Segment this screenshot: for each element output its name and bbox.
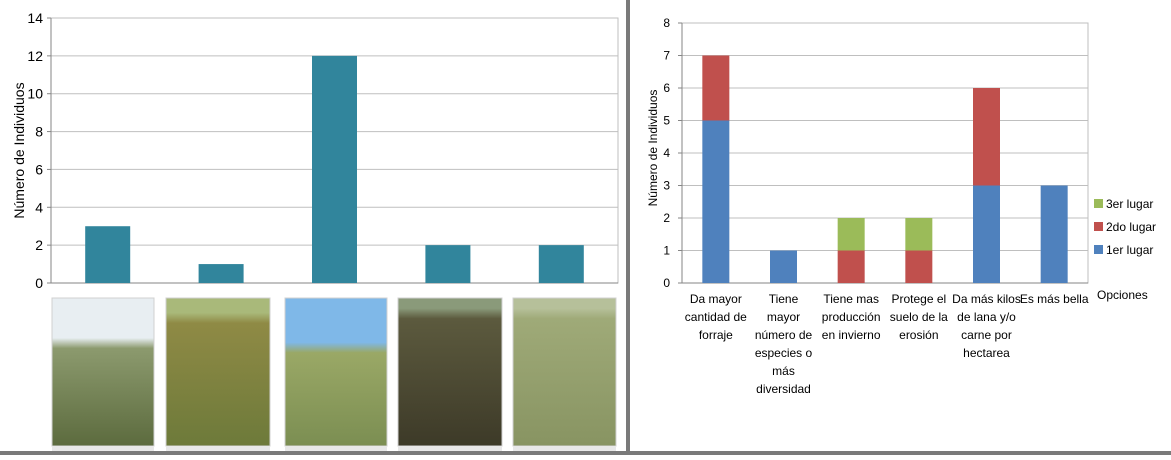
- x-tick-label: diversidad: [756, 382, 811, 396]
- x-tick-label: hectarea: [963, 346, 1010, 360]
- x-tick-label: en invierno: [822, 328, 881, 342]
- x-tick-label: más: [772, 364, 795, 378]
- x-tick-label: Protege el: [891, 292, 946, 306]
- bar-segment: [702, 120, 730, 283]
- right-chart-panel: 0 1 2 3 4 5 6 7 8 Número de Individuos Da mayor can…: [630, 0, 1171, 455]
- y-axis-label: Número de Individuos: [646, 90, 660, 207]
- bar-segment: [837, 250, 865, 283]
- y-tick-label: 6: [35, 161, 43, 177]
- bar-segment: [1040, 185, 1068, 283]
- bar-segment: [973, 88, 1000, 186]
- bar: [538, 245, 584, 283]
- grassland-photo-3: [284, 297, 388, 447]
- photo-reflection: [166, 447, 270, 452]
- y-tick-label: 4: [35, 199, 43, 215]
- x-tick-label: de lana y/o: [957, 310, 1016, 324]
- bar: [312, 55, 357, 283]
- x-tick-label: Da mayor: [690, 292, 742, 306]
- y-tick-label: 12: [27, 48, 43, 64]
- grassland-photo-5: [512, 297, 617, 447]
- legend-swatch: [1094, 222, 1103, 231]
- y-tick-label: 2: [35, 237, 43, 253]
- bar-segment: [702, 55, 730, 121]
- bar-segment: [770, 250, 797, 283]
- legend-label: 2do lugar: [1106, 220, 1156, 234]
- y-tick-label: 6: [663, 81, 670, 95]
- y-tick-label: 5: [663, 114, 670, 128]
- panel-divider: [626, 0, 630, 455]
- grassland-photo-1: [51, 297, 155, 447]
- bar: [85, 226, 131, 283]
- photo-reflection: [52, 447, 154, 452]
- y-tick-label: 8: [35, 124, 43, 140]
- x-tick-label: producción: [822, 310, 881, 324]
- grassland-photo-2: [165, 297, 271, 447]
- bar: [198, 264, 244, 283]
- y-tick-label: 4: [663, 146, 670, 160]
- x-tick-label: Tiene: [769, 292, 799, 306]
- photo-reflection: [513, 447, 616, 452]
- x-tick-label: carne por: [961, 328, 1012, 342]
- photo-reflection: [398, 447, 502, 452]
- x-tick-label: mayor: [767, 310, 800, 324]
- x-axis-label: Opciones: [1097, 288, 1148, 302]
- x-tick-label: Da más kilos: [952, 292, 1021, 306]
- bar-segment: [837, 218, 865, 251]
- x-tick-label: Tiene mas: [823, 292, 879, 306]
- legend-label: 3er lugar: [1106, 197, 1153, 211]
- x-tick-label: suelo de la: [890, 310, 948, 324]
- grassland-photo-4: [397, 297, 503, 447]
- bar: [425, 245, 471, 283]
- legend-label: 1er lugar: [1106, 243, 1153, 257]
- y-tick-label: 0: [663, 276, 670, 290]
- y-tick-label: 14: [27, 10, 43, 26]
- left-chart-panel: 0 2 4 6 8 10 12 14 Número de Individuos: [11, 10, 619, 452]
- y-tick-label: 2: [663, 211, 670, 225]
- x-tick-label: especies o: [755, 346, 813, 360]
- grassland-bar-chart: 0 2 4 6 8 10 12 14 Número de Individuos: [11, 10, 619, 452]
- x-tick-label: erosión: [899, 328, 938, 342]
- y-tick-label: 10: [27, 86, 43, 102]
- stacked-bar-chart: 0 1 2 3 4 5 6 7 8 Número de Individuos Da mayor can…: [646, 16, 1156, 396]
- bar-segment: [905, 250, 933, 283]
- x-tick-label: cantidad de: [685, 310, 747, 324]
- y-tick-label: 3: [663, 179, 670, 193]
- x-tick-label: forraje: [699, 328, 733, 342]
- photo-reflection: [285, 447, 387, 452]
- legend-swatch: [1094, 245, 1103, 254]
- y-tick-label: 7: [663, 49, 670, 63]
- legend-swatch: [1094, 199, 1103, 208]
- x-tick-label: Es más bella: [1020, 292, 1089, 306]
- x-tick-label: número de: [755, 328, 813, 342]
- y-axis-label: Número de Individuos: [11, 82, 27, 218]
- bar-segment: [973, 185, 1000, 283]
- bar-segment: [905, 218, 933, 251]
- bottom-border: [0, 451, 1171, 455]
- y-tick-label: 8: [663, 16, 670, 30]
- y-tick-label: 1: [663, 244, 670, 258]
- y-tick-label: 0: [35, 275, 43, 291]
